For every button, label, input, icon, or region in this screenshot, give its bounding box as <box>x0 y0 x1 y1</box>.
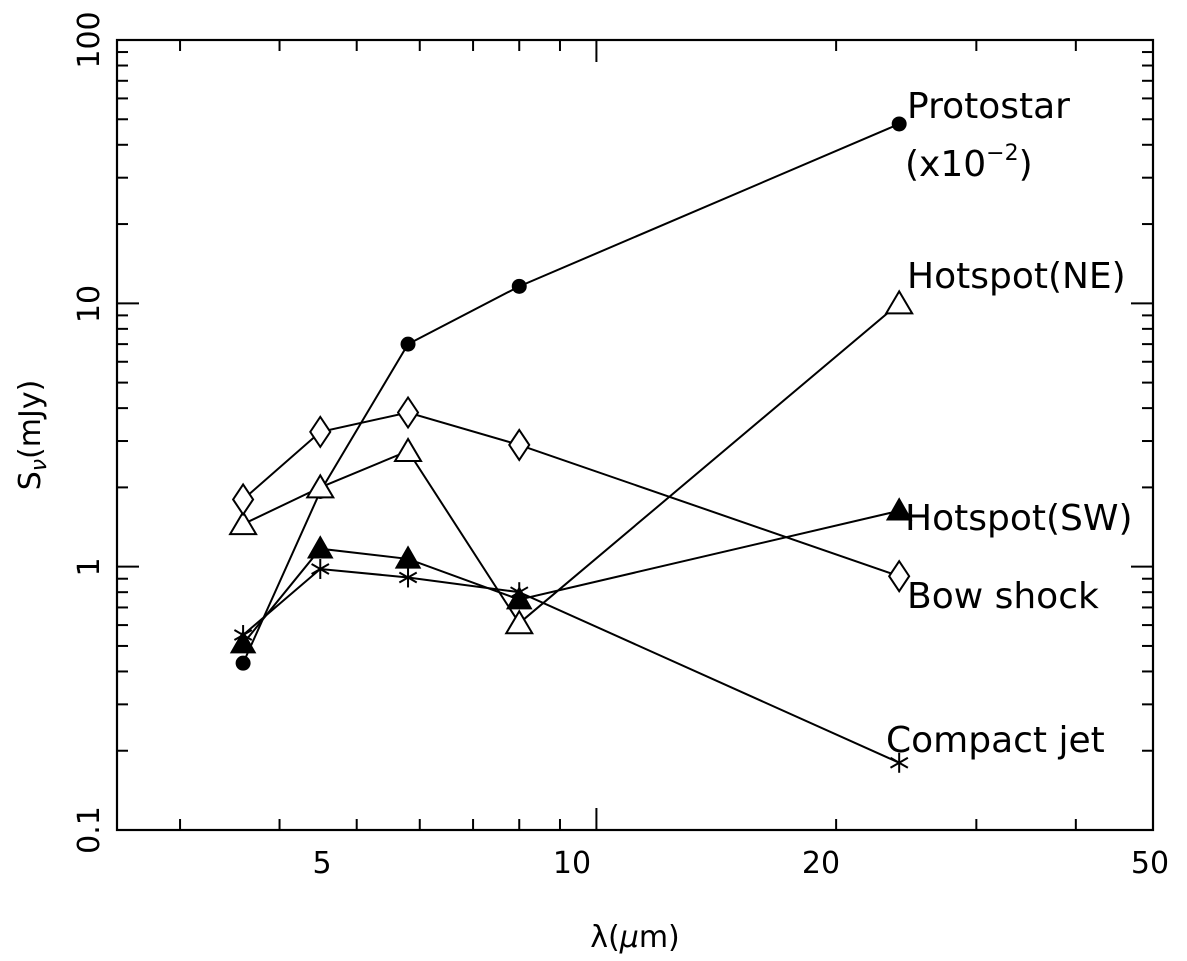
x-axis-label-mu: μ <box>619 920 639 955</box>
annotation-protostar-scale: (x10−2) <box>905 141 1033 185</box>
series-line-0 <box>242 123 900 664</box>
x-tick-label-20: 20 <box>802 846 840 881</box>
y-tick-label-10: 10 <box>72 285 107 323</box>
data-point-filled-circle <box>891 116 907 132</box>
data-point-open-triangle <box>504 609 534 635</box>
y-tick-label-100: 100 <box>72 11 107 68</box>
data-point-filled-circle <box>235 655 251 671</box>
data-point-open-diamond <box>508 428 531 462</box>
data-point-filled-circle <box>400 336 416 352</box>
plot-frame <box>115 38 1155 832</box>
data-point-open-diamond <box>887 559 911 594</box>
annotation-protostar-scale-exp: −2 <box>986 141 1018 166</box>
axis-ticks <box>117 40 1154 831</box>
series-line-2 <box>242 509 900 645</box>
x-tick-label-10: 10 <box>553 846 591 881</box>
asterisk-stroke <box>233 629 253 641</box>
data-point-filled-triangle <box>885 497 913 521</box>
y-axis-label: Sν(mJy) <box>13 380 52 491</box>
data-point-open-triangle <box>228 510 258 536</box>
asterisk-stroke <box>889 756 909 769</box>
data-point-open-diamond <box>231 482 255 517</box>
series-markers <box>228 116 914 773</box>
data-point-asterisk <box>311 558 330 579</box>
y-axis-label-unit: (mJy) <box>13 380 48 459</box>
annotation-protostar-scale-close: ) <box>1019 144 1033 185</box>
data-point-open-triangle <box>305 473 336 499</box>
annotation-hotspot-sw: Hotspot(SW) <box>905 498 1133 539</box>
x-tick-label-50: 50 <box>1131 846 1169 881</box>
data-point-filled-triangle <box>306 535 334 559</box>
annotation-protostar-scale-open: (x10 <box>905 144 986 185</box>
asterisk-stroke <box>398 571 418 584</box>
y-tick-label-0.1: 0.1 <box>72 806 107 854</box>
annotation-compact-jet: Compact jet <box>886 720 1105 761</box>
data-point-filled-circle <box>511 278 527 294</box>
data-point-open-diamond <box>309 415 332 449</box>
asterisk-stroke <box>311 563 330 575</box>
y-axis-label-nu: ν <box>27 459 52 471</box>
x-axis-label-unit: m) <box>639 920 680 955</box>
series-lines <box>242 123 900 764</box>
data-point-asterisk <box>510 582 529 603</box>
series-line-4 <box>242 567 900 764</box>
x-tick-label-5: 5 <box>312 846 331 881</box>
data-point-open-triangle <box>884 289 914 315</box>
data-point-open-triangle <box>393 437 423 462</box>
annotation-bow-shock: Bow shock <box>907 576 1099 617</box>
data-point-open-diamond <box>396 395 420 430</box>
x-axis-label: λ(μm) <box>590 920 680 955</box>
data-point-asterisk <box>398 567 418 588</box>
x-axis-label-lambda: λ( <box>590 920 619 955</box>
data-point-asterisk <box>889 752 909 773</box>
annotation-hotspot-ne: Hotspot(NE) <box>907 256 1126 297</box>
y-tick-label-1: 1 <box>72 557 107 576</box>
annotation-protostar: Protostar <box>907 86 1070 127</box>
data-point-asterisk <box>233 625 253 646</box>
y-axis-label-s: S <box>13 471 48 490</box>
asterisk-stroke <box>510 586 529 599</box>
